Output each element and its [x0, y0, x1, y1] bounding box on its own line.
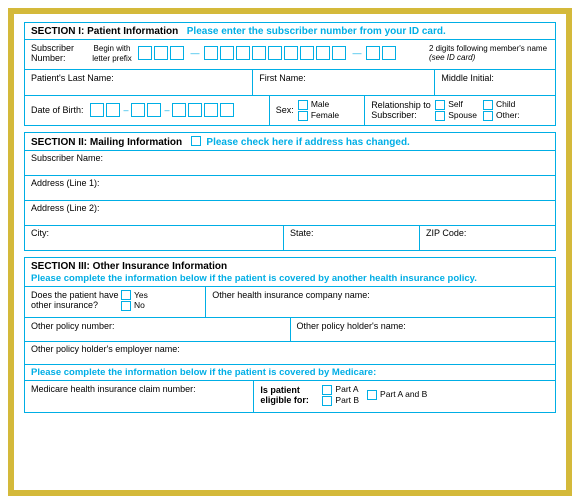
medicare-claim-label: Medicare health insurance claim number: — [31, 384, 196, 394]
yes-label: Yes — [134, 290, 148, 300]
other-label: Other: — [496, 110, 520, 120]
state-label: State: — [290, 228, 314, 238]
suffix-hint: (see ID card) — [429, 53, 549, 62]
form-page: SECTION I: Patient Information Please en… — [8, 8, 572, 496]
first-name-label: First Name: — [259, 73, 306, 83]
female-label: Female — [311, 110, 339, 120]
section1-note: Please enter the subscriber number from … — [187, 26, 446, 37]
eligible-label: Is patient eligible for: — [260, 385, 322, 405]
checkbox-child[interactable] — [483, 100, 493, 110]
part-ab-label: Part A and B — [380, 389, 427, 399]
checkbox-no[interactable] — [121, 301, 131, 311]
section3-title: SECTION III: Other Insurance Information — [31, 261, 227, 272]
subscriber-number-boxes[interactable]: — — — [138, 46, 427, 60]
other-policy-num-label: Other policy number: — [31, 321, 115, 331]
section2-title: SECTION II: Mailing Information — [31, 137, 182, 148]
checkbox-yes[interactable] — [121, 290, 131, 300]
section-mailing-info: SECTION II: Mailing Information Please c… — [24, 132, 556, 251]
spouse-label: Spouse — [448, 110, 477, 120]
male-label: Male — [311, 99, 329, 109]
zip-label: ZIP Code: — [426, 228, 466, 238]
prefix-label: Begin with letter prefix — [92, 44, 132, 63]
section3-note2: Please complete the information below if… — [31, 367, 376, 378]
checkbox-part-ab[interactable] — [367, 390, 377, 400]
checkbox-male[interactable] — [298, 100, 308, 110]
part-b-label: Part B — [335, 395, 359, 405]
sub-name-label: Subscriber Name: — [31, 153, 103, 163]
part-a-label: Part A — [335, 384, 358, 394]
no-label: No — [134, 300, 145, 310]
checkbox-part-a[interactable] — [322, 385, 332, 395]
checkbox-female[interactable] — [298, 111, 308, 121]
section-patient-info: SECTION I: Patient Information Please en… — [24, 22, 556, 126]
sex-label: Sex: — [276, 105, 294, 115]
checkbox-self[interactable] — [435, 100, 445, 110]
last-name-label: Patient's Last Name: — [31, 73, 114, 83]
checkbox-address-changed[interactable] — [191, 136, 201, 146]
other-company-label: Other health insurance company name: — [212, 290, 370, 300]
has-other-ins-label: Does the patient have other insurance? — [31, 290, 121, 310]
section-other-insurance: SECTION III: Other Insurance Information… — [24, 257, 556, 413]
subscriber-number-label: Subscriber Number: — [31, 43, 74, 63]
other-employer-label: Other policy holder's employer name: — [31, 344, 180, 354]
section1-title: SECTION I: Patient Information — [31, 26, 178, 37]
other-holder-name-label: Other policy holder's name: — [297, 321, 406, 331]
checkbox-part-b[interactable] — [322, 396, 332, 406]
dob-label: Date of Birth: — [31, 105, 84, 115]
rel-label: Relationship to Subscriber: — [371, 100, 431, 120]
suffix-label: 2 digits following member's name — [429, 44, 549, 53]
city-label: City: — [31, 228, 49, 238]
section2-note: Please check here if address has changed… — [191, 136, 410, 148]
self-label: Self — [448, 99, 463, 109]
checkbox-spouse[interactable] — [435, 111, 445, 121]
addr1-label: Address (Line 1): — [31, 178, 100, 188]
section3-note1: Please complete the information below if… — [31, 273, 477, 284]
checkbox-other[interactable] — [483, 111, 493, 121]
addr2-label: Address (Line 2): — [31, 203, 100, 213]
middle-label: Middle Initial: — [441, 73, 494, 83]
dob-boxes[interactable]: –– — [90, 103, 236, 117]
child-label: Child — [496, 99, 515, 109]
